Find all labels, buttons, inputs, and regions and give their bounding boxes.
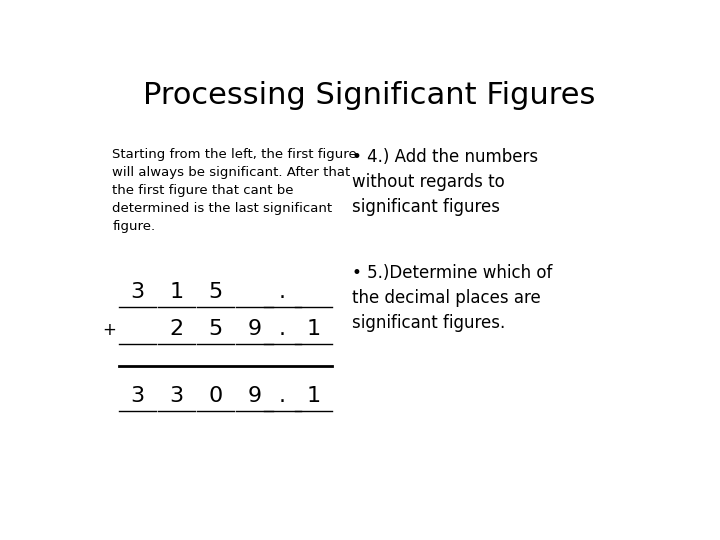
Text: 1: 1 bbox=[306, 319, 320, 339]
Text: 9: 9 bbox=[248, 386, 261, 406]
Text: .: . bbox=[279, 282, 286, 302]
Text: 1: 1 bbox=[169, 282, 184, 302]
Text: .: . bbox=[279, 319, 286, 339]
Text: +: + bbox=[102, 321, 117, 339]
Text: 3: 3 bbox=[169, 386, 184, 406]
Text: 5: 5 bbox=[208, 282, 222, 302]
Text: 3: 3 bbox=[130, 282, 145, 302]
Text: 0: 0 bbox=[208, 386, 222, 406]
Text: 2: 2 bbox=[169, 319, 184, 339]
Text: 9: 9 bbox=[248, 319, 261, 339]
Text: 1: 1 bbox=[306, 386, 320, 406]
Text: Starting from the left, the first figure
will always be significant. After that
: Starting from the left, the first figure… bbox=[112, 148, 357, 233]
Text: Processing Significant Figures: Processing Significant Figures bbox=[143, 82, 595, 111]
Text: 3: 3 bbox=[130, 386, 145, 406]
Text: 5: 5 bbox=[208, 319, 222, 339]
Text: • 4.) Add the numbers
without regards to
significant figures: • 4.) Add the numbers without regards to… bbox=[352, 148, 539, 216]
Text: • 5.)Determine which of
the decimal places are
significant figures.: • 5.)Determine which of the decimal plac… bbox=[352, 265, 553, 333]
Text: .: . bbox=[279, 386, 286, 406]
